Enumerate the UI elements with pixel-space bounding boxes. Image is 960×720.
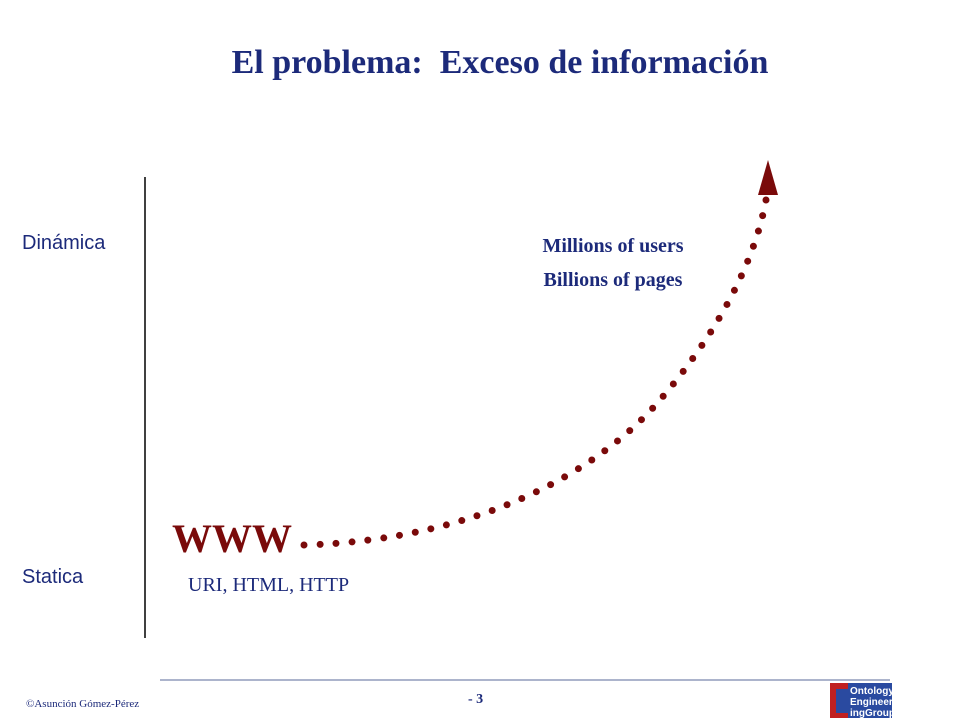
growth-curve [300, 196, 770, 549]
logo-text: Engineer [850, 697, 893, 708]
logo: Ontology Engineer ingGroup [830, 683, 895, 719]
end-label: Millions of users [542, 235, 683, 257]
axis-top-label: Dinámica [22, 232, 106, 254]
start-label: WWW [172, 516, 292, 561]
footer-author: ©Asunción Gómez-Pérez [26, 698, 139, 710]
logo-block [836, 689, 848, 713]
slide-title: El problema: Exceso de información [232, 44, 769, 81]
logo-block [848, 683, 892, 718]
logo-text: Ontology [850, 686, 894, 697]
start-sublabel: URI, HTML, HTTP [188, 574, 349, 596]
axis-bottom-label: Statica [22, 566, 84, 588]
logo-text: ingGroup [850, 708, 895, 719]
end-label: Billions of pages [544, 269, 683, 291]
arrow-head [758, 160, 778, 195]
page-number: - 3 [468, 692, 483, 707]
